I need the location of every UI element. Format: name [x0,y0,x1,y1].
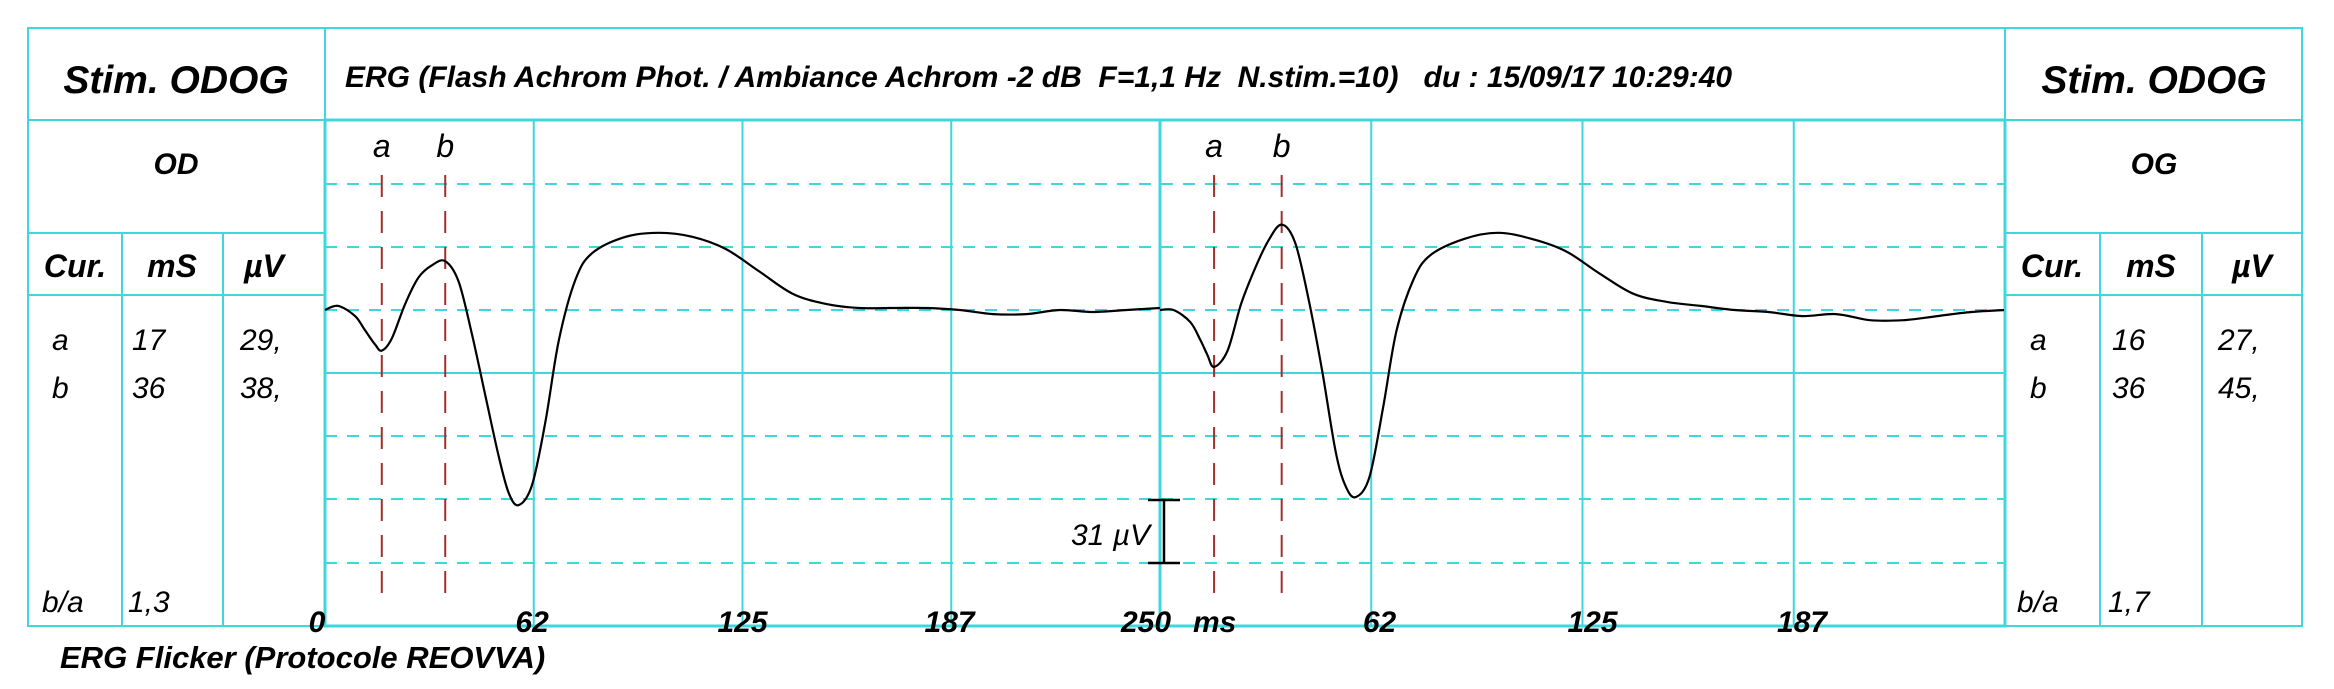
left-header-ms: mS [147,248,197,284]
left-ratio-label: b/a [42,586,84,619]
right-header-cur: Cur. [2021,248,2083,284]
x-tick-label: 250 [1120,606,1171,639]
cursor-label-a: a [1205,128,1223,164]
right-panel-title: Stim. ODOG [2041,59,2266,102]
cursor-label-b: b [436,128,454,164]
x-tick-label: 0 [309,606,326,639]
right-row-b-cur: b [2030,372,2047,405]
amplitude-scale-bar [1148,498,1180,565]
x-tick-label: 125 [1567,606,1618,639]
left-row-b-ms: 36 [132,372,166,405]
x-axis-unit: ms [1193,606,1236,639]
left-header-cur: Cur. [44,248,106,284]
right-ratio-value: 1,7 [2108,586,2151,619]
left-row-b-cur: b [52,372,69,405]
left-row-a-ms: 17 [132,324,167,357]
scale-bar-label: 31 µV [1071,519,1153,552]
erg-trace-og [1159,223,2006,499]
recording-title: ERG (Flash Achrom Phot. / Ambiance Achro… [345,61,1732,94]
left-row-a-uv: 29, [239,324,282,357]
left-header-uv: µV [243,248,286,284]
right-row-a-cur: a [2030,324,2047,357]
cursor-label-a: a [373,128,391,164]
left-eye-label: OD [154,148,199,181]
cursor-label-b: b [1273,128,1291,164]
x-tick-label: 187 [925,606,976,639]
trace-layer [324,223,2006,507]
right-header-ms: mS [2126,248,2176,284]
right-eye-label: OG [2131,148,2178,181]
right-ratio-label: b/a [2017,586,2059,619]
left-row-b-uv: 38, [240,372,282,405]
x-tick-label: 62 [515,606,549,639]
erg-trace-od [324,231,1161,507]
x-tick-label: 125 [717,606,768,639]
left-panel-title: Stim. ODOG [63,59,288,102]
left-ratio-value: 1,3 [128,586,170,619]
protocol-caption: ERG Flicker (Protocole REOVVA) [60,640,545,675]
left-row-a-cur: a [52,324,69,357]
right-row-b-uv: 45, [2218,372,2260,405]
right-row-a-uv: 27, [2217,324,2260,357]
x-tick-label: 187 [1777,606,1828,639]
right-panel [2004,27,2303,627]
right-row-b-ms: 36 [2112,372,2146,405]
x-tick-label: 62 [1363,606,1397,639]
x-tick-labels: 0 62 125 187 250 62 125 187 [309,606,1829,639]
right-row-a-ms: 16 [2112,324,2146,357]
right-header-uv: µV [2231,248,2274,284]
